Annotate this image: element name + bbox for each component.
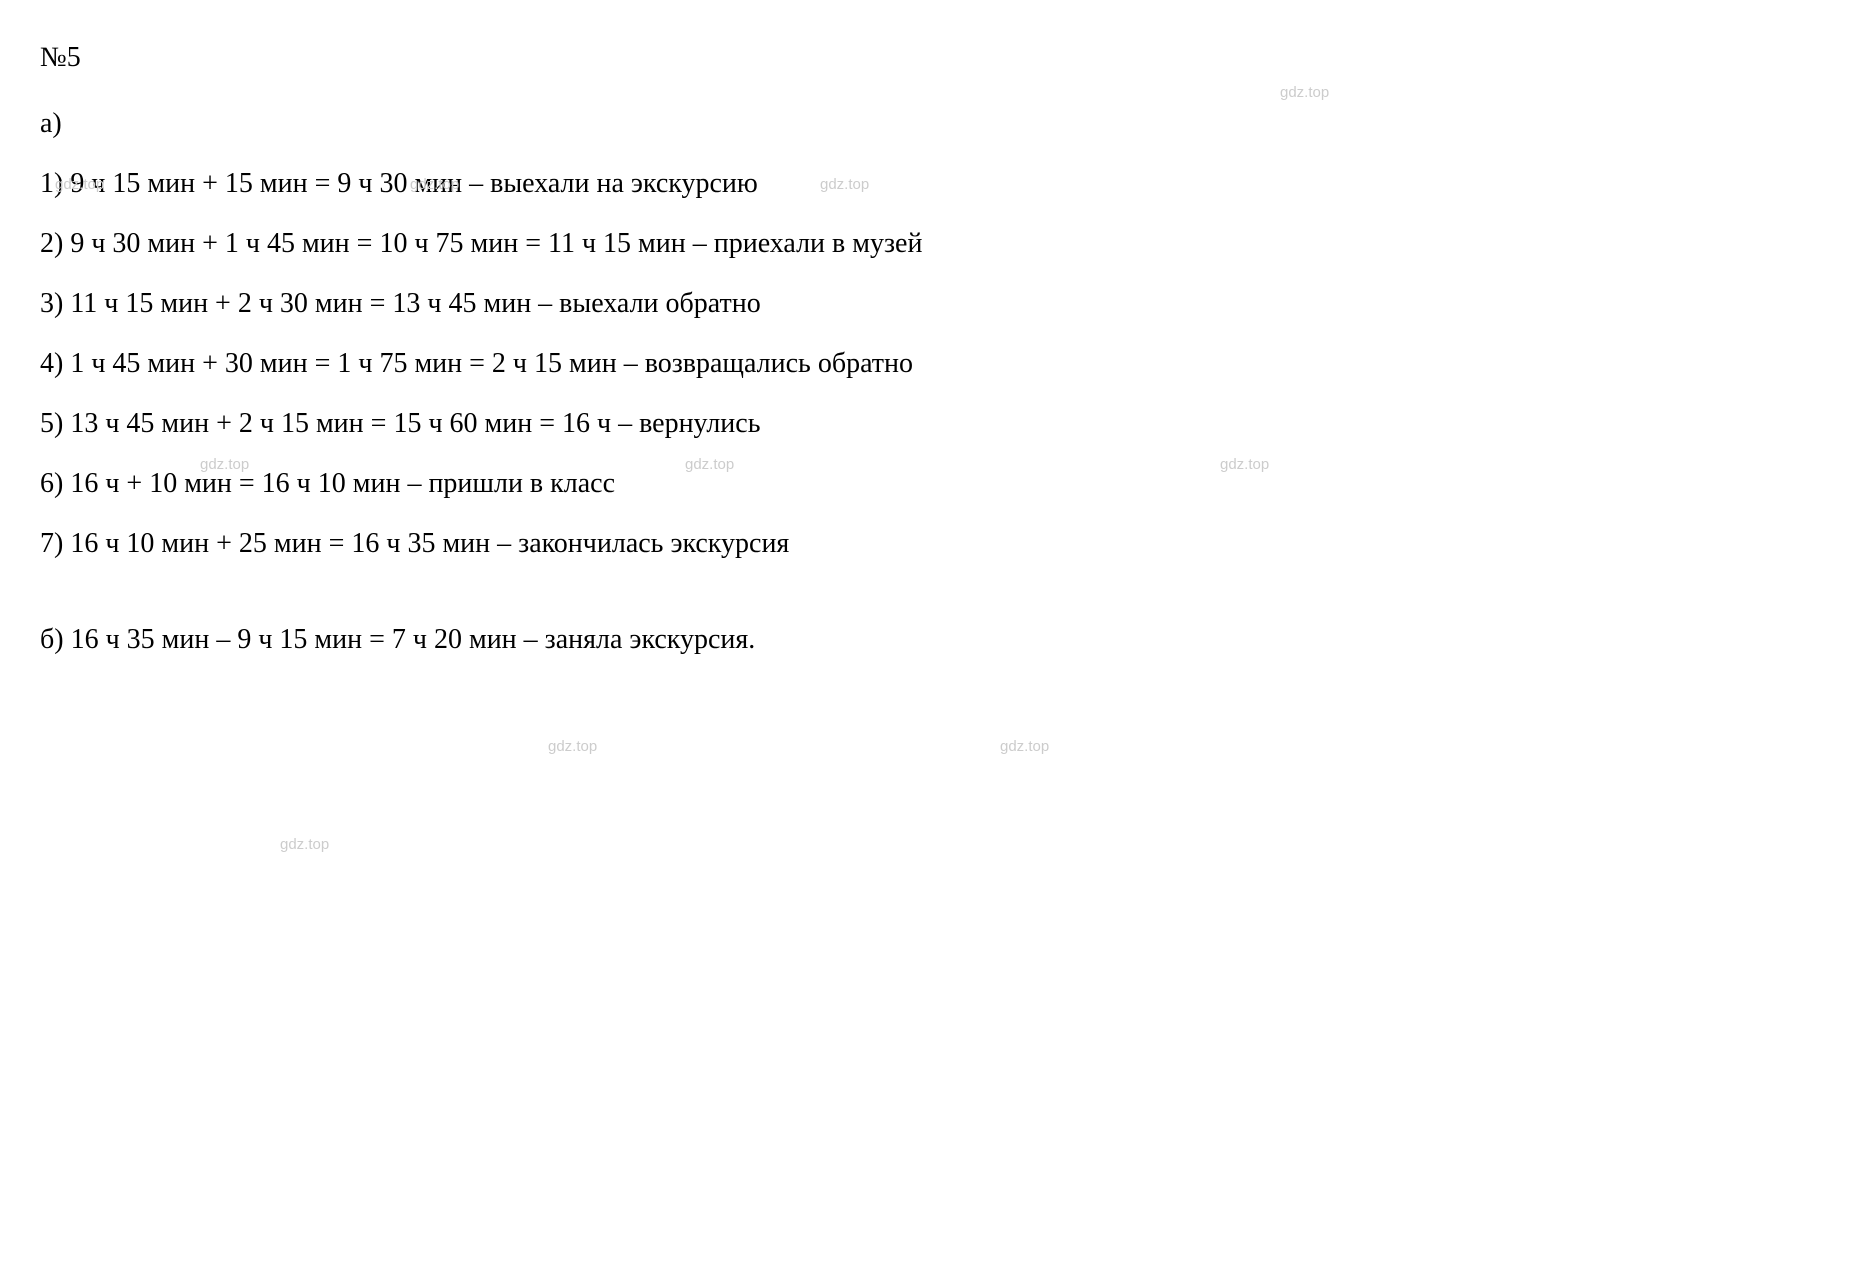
watermark: gdz.top [1000,732,1049,762]
watermark: gdz.top [280,830,329,860]
solution-line-3: 3) 11 ч 15 мин + 2 ч 30 мин = 13 ч 45 ми… [40,276,1829,332]
solution-line-4: 4) 1 ч 45 мин + 30 мин = 1 ч 75 мин = 2 … [40,336,1829,392]
part-b-line: б) 16 ч 35 мин – 9 ч 15 мин = 7 ч 20 мин… [40,612,1829,668]
part-a-label: а) [40,96,1829,152]
watermark: gdz.top [548,732,597,762]
solution-line-5: 5) 13 ч 45 мин + 2 ч 15 мин = 15 ч 60 ми… [40,396,1829,452]
solution-line-1: 1) 9 ч 15 мин + 15 мин = 9 ч 30 мин – вы… [40,156,1829,212]
solution-line-7: 7) 16 ч 10 мин + 25 мин = 16 ч 35 мин – … [40,516,1829,572]
problem-number: №5 [40,30,1829,86]
solution-line-2: 2) 9 ч 30 мин + 1 ч 45 мин = 10 ч 75 мин… [40,216,1829,272]
solution-line-6: 6) 16 ч + 10 мин = 16 ч 10 мин – пришли … [40,456,1829,512]
